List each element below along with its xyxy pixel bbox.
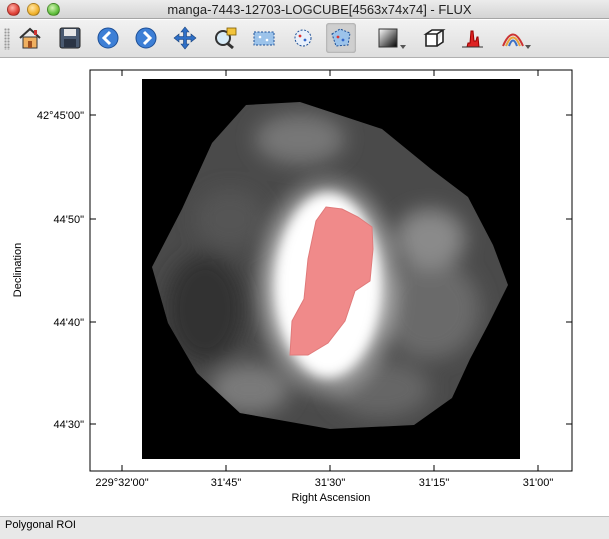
histogram-button[interactable] <box>457 23 487 53</box>
colormap-button[interactable] <box>373 23 406 53</box>
window-title: manga-7443-12703-LOGCUBE[4563x74x74] - F… <box>167 2 472 17</box>
histogram-icon <box>462 30 483 48</box>
title-bar: manga-7443-12703-LOGCUBE[4563x74x74] - F… <box>0 0 609 19</box>
zoom-button[interactable] <box>210 23 240 53</box>
back-button[interactable] <box>93 23 123 53</box>
contour-button[interactable] <box>498 23 531 53</box>
y-axis-title: Declination <box>12 243 24 297</box>
y-tick-label: 42°45'00" <box>37 110 84 122</box>
chevron-down-icon <box>400 45 406 49</box>
circle-roi-icon <box>294 29 312 47</box>
forward-button[interactable] <box>131 23 161 53</box>
close-window-button[interactable] <box>7 3 20 16</box>
back-icon <box>97 27 119 49</box>
save-icon <box>59 27 81 49</box>
contour-icon <box>502 33 524 47</box>
polygon-roi[interactable] <box>289 206 374 356</box>
tick-marks <box>90 70 572 471</box>
x-tick-label: 31'00" <box>523 477 554 489</box>
x-tick-label: 31'15" <box>419 477 450 489</box>
x-tick-label: 31'30" <box>315 477 346 489</box>
zoom-icon <box>215 27 237 50</box>
circle-roi-button[interactable] <box>288 23 318 53</box>
cube-icon <box>423 29 446 47</box>
pan-icon <box>173 26 197 50</box>
chevron-down-icon <box>525 45 531 49</box>
x-axis-title: Right Ascension <box>292 492 371 504</box>
rectangle-roi-icon <box>253 31 275 46</box>
toolbar <box>0 20 609 58</box>
colormap-icon <box>378 28 398 48</box>
rectangle-roi-button[interactable] <box>249 23 279 53</box>
polygon-roi-icon <box>331 28 351 47</box>
status-bar: Polygonal ROI <box>0 516 609 539</box>
plot-area[interactable]: 229°32'00" 31'45" 31'30" 31'15" 31'00" 4… <box>0 59 609 516</box>
polygon-roi-button[interactable] <box>326 23 356 53</box>
home-icon <box>19 27 41 49</box>
home-button[interactable] <box>15 23 45 53</box>
forward-icon <box>135 27 157 49</box>
wcs-image-plot[interactable]: 229°32'00" 31'45" 31'30" 31'15" 31'00" 4… <box>0 59 609 516</box>
zoom-window-button[interactable] <box>47 3 60 16</box>
minimize-window-button[interactable] <box>27 3 40 16</box>
y-tick-label: 44'30" <box>54 419 85 431</box>
x-tick-label: 31'45" <box>211 477 242 489</box>
cube-button[interactable] <box>419 23 449 53</box>
status-text: Polygonal ROI <box>5 519 76 531</box>
pan-button[interactable] <box>170 23 200 53</box>
y-tick-label: 44'40" <box>54 317 85 329</box>
save-button[interactable] <box>55 23 85 53</box>
toolbar-grip-handle[interactable] <box>4 28 10 50</box>
y-tick-label: 44'50" <box>54 214 85 226</box>
x-tick-label: 229°32'00" <box>95 477 148 489</box>
